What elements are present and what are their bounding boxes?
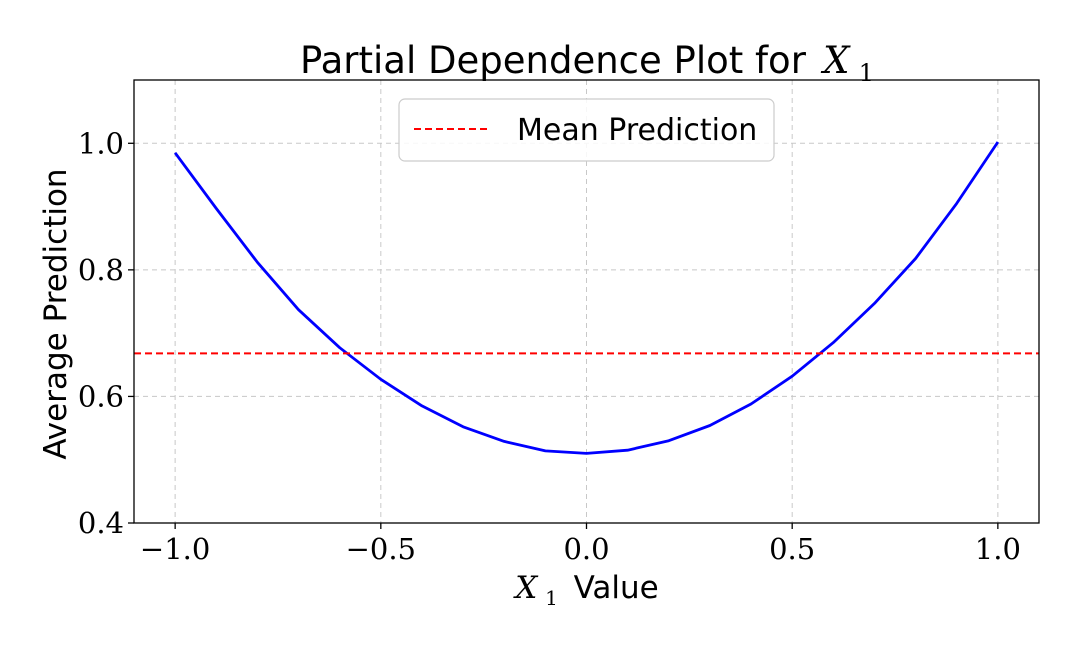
y-tick-label: 0.8 [78,253,124,287]
x-tick-label: −1.0 [140,532,210,566]
chart-title-text: Partial Dependence Plot for [300,39,807,82]
y-tick-labels: 0.4 0.6 0.8 1.0 [78,126,124,540]
x-axis-label-text: Value [574,570,659,606]
x-axis-label-var: X [513,570,539,606]
legend-box [398,98,775,162]
x-tick-labels: −1.0 −0.5 0.0 0.5 1.0 [140,532,1021,566]
x-tick-label: 0.5 [769,532,815,566]
y-tick-label: 0.6 [78,379,124,413]
y-tick-label: 0.4 [78,506,124,540]
x-tick-label: 1.0 [975,532,1021,566]
x-axis-label-sub: 1 [545,586,558,610]
legend-label-mean-prediction: Mean Prediction [517,113,757,148]
chart-title: Partial Dependence Plot for X 1 [300,39,874,87]
x-axis-label: X 1 Value [513,570,658,612]
series-lines [134,141,1039,455]
y-tick-label: 1.0 [78,126,124,160]
x-tick-label: 0.0 [563,532,609,566]
x-tick-label: −0.5 [346,532,416,566]
tick-marks [128,142,999,529]
pdp-curve-line [173,141,1000,455]
legend: Mean Prediction [398,98,775,162]
chart-title-sub: 1 [859,59,874,87]
chart-title-var: X [820,39,851,82]
y-axis-label: Average Prediction [38,168,74,459]
